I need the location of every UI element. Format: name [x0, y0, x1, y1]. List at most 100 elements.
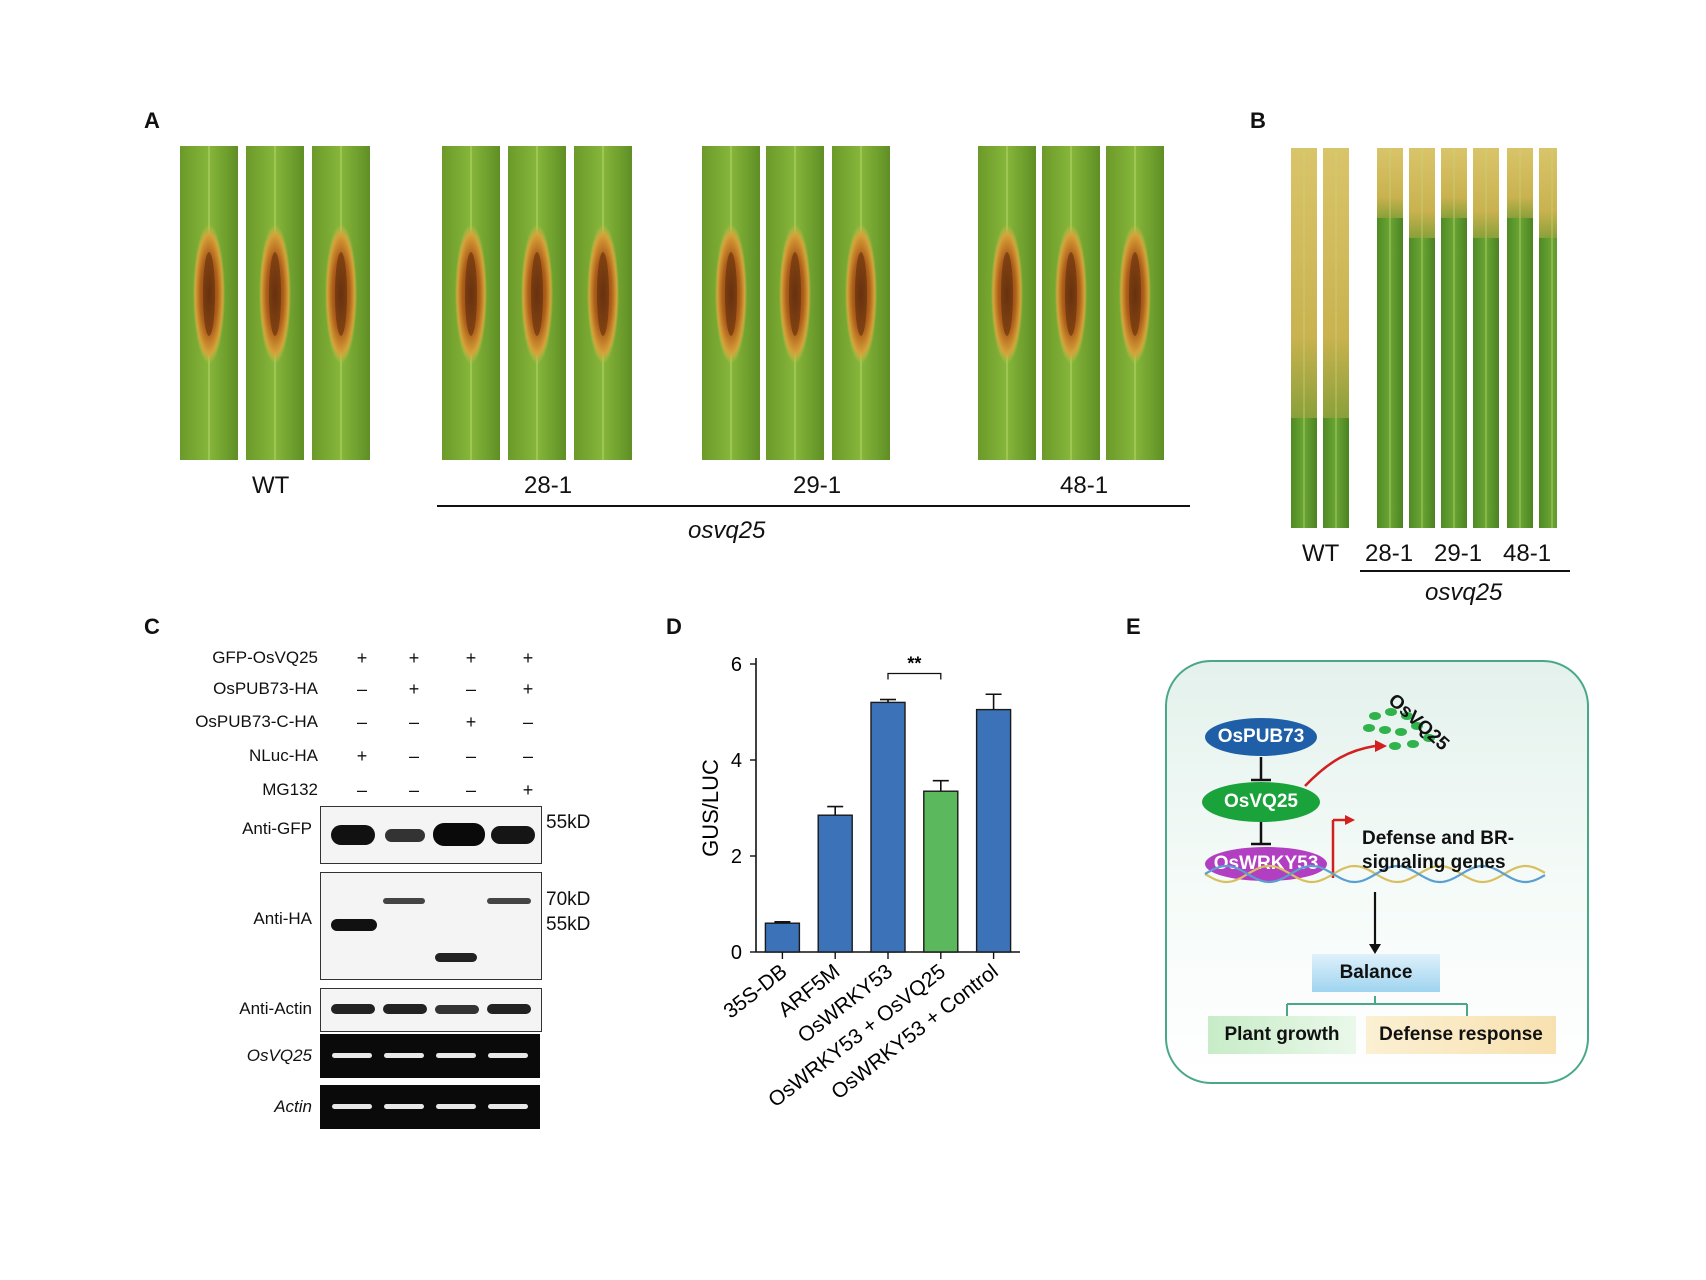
- target-genes-line2: signaling genes: [1362, 852, 1506, 873]
- actin-gel: [320, 1085, 540, 1129]
- gel-band: [488, 1053, 528, 1058]
- blot-band: [433, 823, 485, 846]
- treatment-sign: –: [356, 712, 367, 732]
- treatment-sign: +: [522, 780, 534, 800]
- panel-a-label-48-1: 48-1: [1060, 472, 1109, 499]
- balance-box: Balance: [1312, 954, 1440, 992]
- y-tick-label: 0: [731, 942, 742, 964]
- blot-band: [487, 898, 531, 904]
- gel-band: [436, 1053, 476, 1058]
- defense-response-label: Defense response: [1379, 1024, 1543, 1045]
- leaf-lesion-photo: [166, 146, 1190, 460]
- marker-70kd: 70kD: [546, 889, 591, 910]
- condition-label: OsPUB73-C-HA: [195, 712, 318, 731]
- condition-label: OsPUB73-HA: [213, 679, 318, 698]
- target-genes-line1: Defense and BR-: [1362, 828, 1515, 849]
- panel-a-genotype-line: [437, 505, 1190, 507]
- blot-band: [331, 919, 377, 931]
- treatment-sign: +: [522, 679, 534, 699]
- blot-band: [487, 1004, 531, 1014]
- osvq25-gel: [320, 1034, 540, 1078]
- gel-band: [384, 1053, 424, 1058]
- y-tick-label: 4: [731, 750, 742, 772]
- panel-b-label-29-1: 29-1: [1434, 540, 1483, 567]
- lesion-core: [597, 252, 609, 336]
- treatment-sign: –: [408, 780, 419, 800]
- lesion-core: [789, 252, 801, 336]
- balance-label: Balance: [1339, 962, 1413, 983]
- panel-b-label-28-1: 28-1: [1365, 540, 1414, 567]
- lesion-core: [855, 252, 867, 336]
- treatment-sign: +: [522, 648, 534, 668]
- treatment-sign: –: [522, 712, 533, 732]
- panel-a-label-29-1: 29-1: [793, 472, 842, 499]
- gel-label-actin: Actin: [274, 1097, 312, 1116]
- treatment-sign: –: [465, 746, 476, 766]
- treatment-sign: –: [356, 679, 367, 699]
- treatment-sign: –: [356, 780, 367, 800]
- bar: [923, 790, 959, 953]
- bar: [764, 922, 801, 953]
- lesion-core: [1129, 252, 1141, 336]
- defense-response-box: Defense response: [1366, 1016, 1556, 1054]
- anti-ha-blot: [320, 872, 542, 980]
- y-axis-label: GUS/LUC: [698, 759, 723, 857]
- condition-label: NLuc-HA: [249, 746, 318, 765]
- panel-a-label-wt: WT: [252, 472, 290, 499]
- anti-gfp-blot: [320, 806, 542, 864]
- lesion-core: [335, 252, 347, 336]
- treatment-sign: –: [408, 712, 419, 732]
- ospub73-node: OsPUB73: [1205, 718, 1317, 756]
- treatment-sign: –: [522, 746, 533, 766]
- marker-55kd: 55kD: [546, 812, 591, 833]
- bar: [817, 814, 853, 953]
- gel-band: [332, 1104, 372, 1109]
- osvq25-node: OsVQ25: [1202, 782, 1320, 822]
- panel-letter-e: E: [1126, 614, 1141, 639]
- lesion-core: [269, 252, 281, 336]
- lesion-core: [725, 252, 737, 336]
- condition-label: MG132: [262, 780, 318, 799]
- treatment-sign: –: [408, 746, 419, 766]
- blot-label-anti-actin: Anti-Actin: [239, 999, 312, 1018]
- treatment-sign: +: [465, 712, 477, 732]
- blot-band: [435, 1005, 479, 1014]
- panel-letter-a: A: [144, 108, 160, 133]
- blot-band: [385, 829, 425, 842]
- treatment-sign: +: [356, 746, 368, 766]
- blot-band: [331, 825, 375, 845]
- condition-label: GFP-OsVQ25: [212, 648, 318, 667]
- panel-letter-d: D: [666, 614, 682, 639]
- blot-label-anti-ha: Anti-HA: [253, 909, 312, 928]
- leaf-blight-photo: [1281, 142, 1557, 530]
- blot-label-anti-gfp: Anti-GFP: [242, 819, 312, 838]
- lesion-core: [1001, 252, 1013, 336]
- y-tick-label: 6: [731, 654, 742, 676]
- blot-band: [383, 898, 425, 904]
- bar: [975, 708, 1012, 953]
- panel-letter-b: B: [1250, 108, 1266, 133]
- panel-b-genotype: osvq25: [1425, 579, 1503, 606]
- blot-band: [331, 1004, 375, 1014]
- gel-band: [384, 1104, 424, 1109]
- treatment-sign: +: [356, 648, 368, 668]
- gel-band: [488, 1104, 528, 1109]
- blot-band: [435, 953, 477, 962]
- gel-band: [332, 1053, 372, 1058]
- panel-a-label-28-1: 28-1: [524, 472, 573, 499]
- bar: [870, 701, 906, 953]
- anti-actin-blot: [320, 988, 542, 1032]
- lesion-core: [1065, 252, 1077, 336]
- treatment-sign: –: [465, 679, 476, 699]
- marker-55kd: 55kD: [546, 914, 591, 935]
- gel-label-osvq25: OsVQ25: [246, 1046, 312, 1065]
- lesion-core: [203, 252, 215, 336]
- plant-growth-label: Plant growth: [1224, 1024, 1340, 1045]
- treatment-sign: +: [408, 648, 420, 668]
- significance-bracket: [887, 672, 942, 680]
- gel-band: [436, 1104, 476, 1109]
- panel-b-label-wt: WT: [1302, 540, 1340, 567]
- blot-band: [383, 1004, 427, 1014]
- plant-growth-box: Plant growth: [1208, 1016, 1356, 1054]
